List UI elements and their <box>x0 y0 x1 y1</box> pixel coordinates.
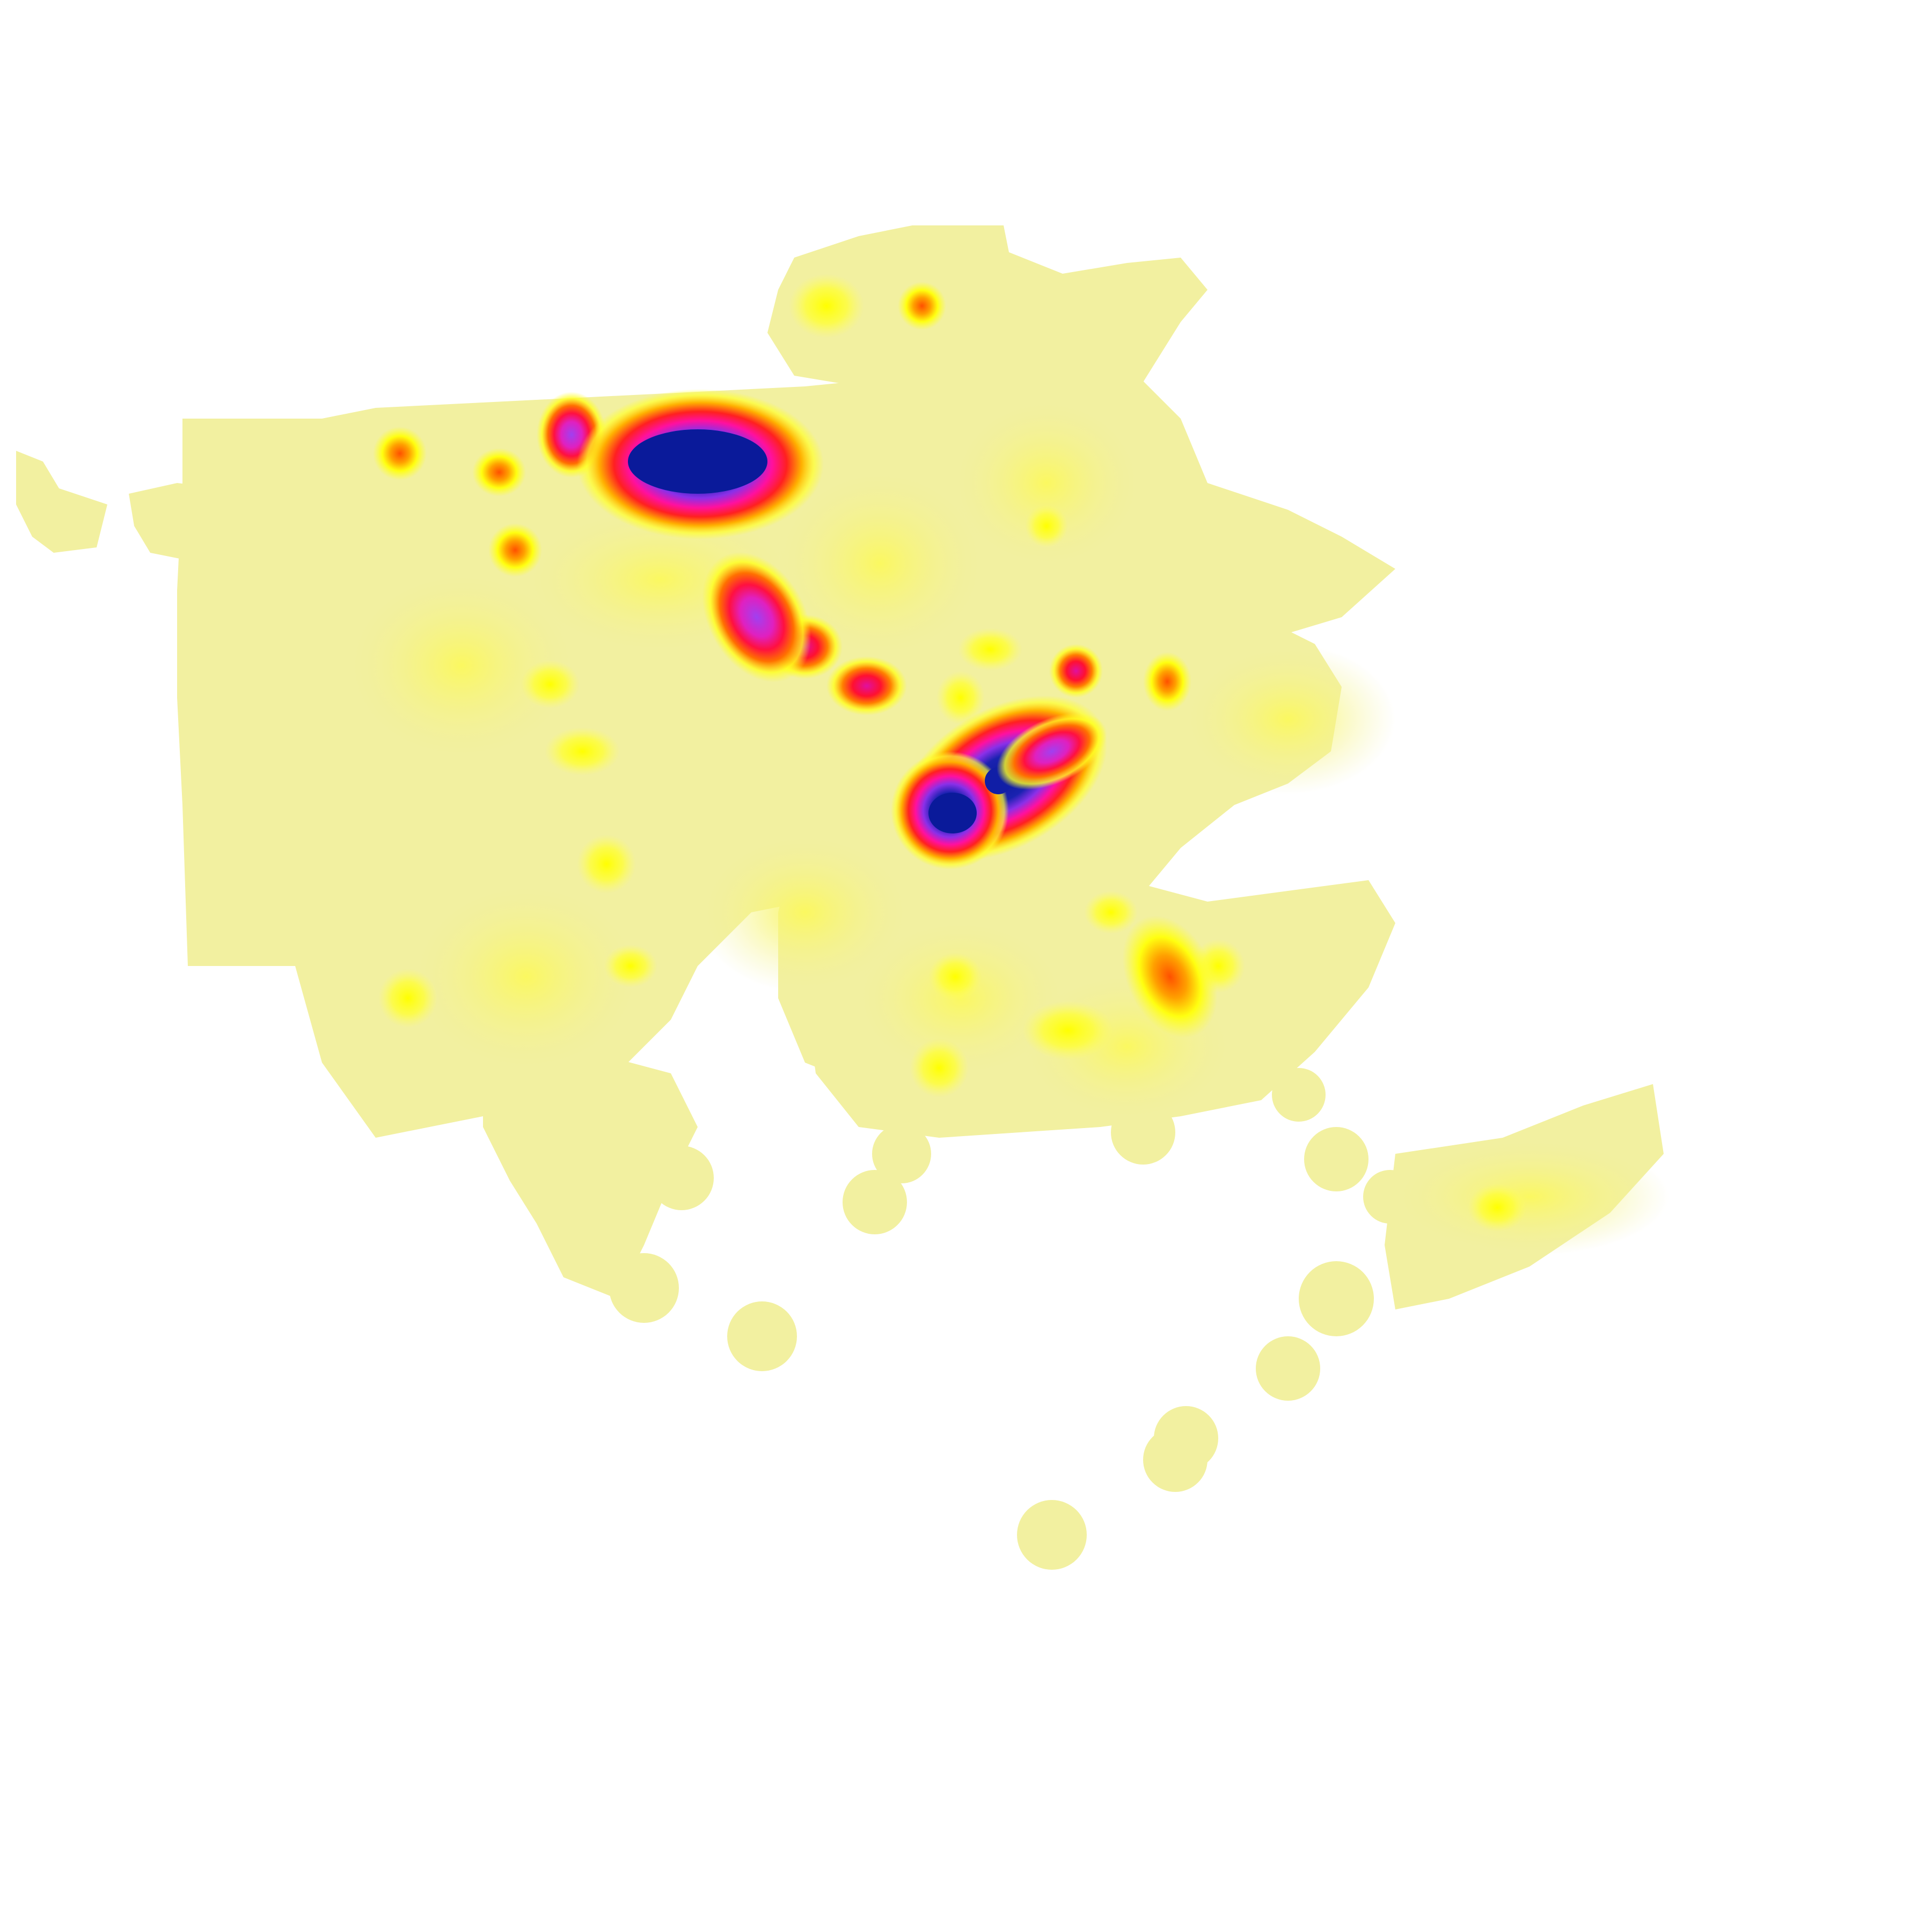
yellow-spot <box>378 969 437 1028</box>
faint-blob <box>1390 1138 1669 1256</box>
orange-spot-east <box>1143 652 1191 711</box>
island-8 <box>727 1301 797 1371</box>
yellow-spot <box>789 274 864 338</box>
orange-spot-north <box>898 282 946 330</box>
island-4 <box>1256 1336 1320 1401</box>
faint-blob <box>698 832 912 993</box>
yellow-spot <box>928 953 982 1001</box>
peak-band-central-core <box>928 793 977 833</box>
island-11 <box>872 1124 931 1183</box>
low-density-layer <box>378 274 1527 1232</box>
region-far-west <box>16 451 107 553</box>
island-12 <box>609 1253 679 1323</box>
faint-blob <box>773 467 987 660</box>
yellow-spot <box>936 671 985 724</box>
region-northeast <box>767 225 1208 462</box>
yellow-spot <box>958 628 1022 671</box>
faint-density-layer <box>343 397 1669 1256</box>
yellow-spot <box>545 727 620 775</box>
faint-blob <box>1181 644 1395 794</box>
island-9 <box>649 1146 714 1210</box>
peak-spot-north-core <box>628 429 767 494</box>
yellow-spot <box>1022 1001 1114 1060</box>
orange-spot-west <box>488 523 542 577</box>
yellow-spot <box>521 660 580 708</box>
yellow-spot <box>577 835 636 894</box>
yellow-spot <box>910 1038 969 1097</box>
island-14 <box>1272 1068 1326 1122</box>
island-6 <box>1143 1428 1208 1492</box>
medium-density-layer <box>373 282 1218 1038</box>
island-3 <box>1299 1261 1374 1336</box>
peak-density-layer <box>577 389 1108 869</box>
faint-blob <box>343 569 580 762</box>
yellow-spot <box>1468 1183 1527 1232</box>
region-south <box>483 1046 698 1299</box>
red-spot-east <box>1049 644 1103 698</box>
island-10 <box>843 1170 907 1234</box>
yellow-spot <box>1084 891 1138 934</box>
orange-spot <box>472 448 526 496</box>
orange-spot-northwest <box>373 427 427 480</box>
yellow-spot <box>1025 504 1068 547</box>
peak-band-east-tip <box>997 713 1107 790</box>
yellow-spot <box>604 945 657 987</box>
island-1 <box>1304 1127 1368 1191</box>
faint-blob <box>408 880 644 1073</box>
island-7 <box>1017 1500 1087 1570</box>
red-spot-central <box>826 656 907 715</box>
region-far-west-2 <box>129 483 236 564</box>
magenta-spot-central-north <box>702 552 811 683</box>
orange-spot-southeast <box>1122 916 1218 1038</box>
faint-blob <box>950 397 1143 569</box>
